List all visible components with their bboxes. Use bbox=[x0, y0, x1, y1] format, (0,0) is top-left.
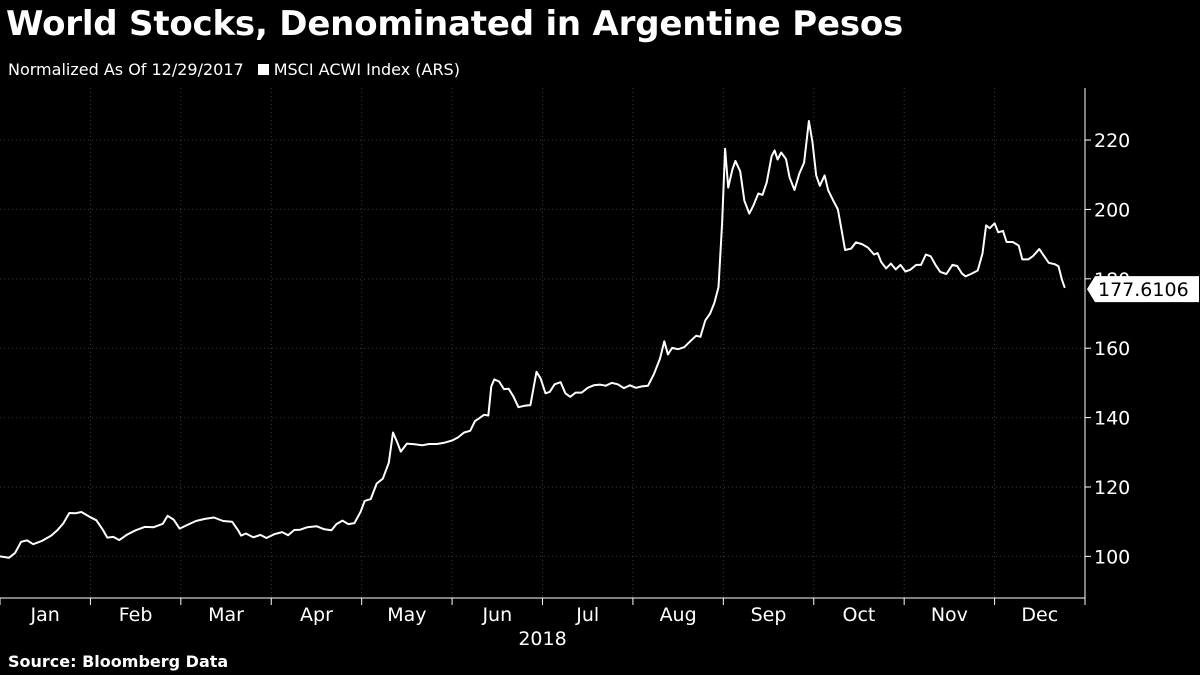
series-layer bbox=[0, 120, 1066, 559]
chart-subtitle: Normalized As Of 12/29/2017 bbox=[8, 60, 244, 79]
x-tick-label-feb: Feb bbox=[119, 604, 153, 626]
x-tick-label-may: May bbox=[387, 604, 426, 626]
subtitle-row: Normalized As Of 12/29/2017 MSCI ACWI In… bbox=[8, 60, 460, 79]
grid bbox=[0, 88, 1085, 598]
y-tick-label: 140 bbox=[1094, 408, 1130, 430]
x-tick-label-jun: Jun bbox=[481, 604, 512, 626]
axes bbox=[0, 88, 1091, 605]
chart-title: World Stocks, Denominated in Argentine P… bbox=[6, 4, 904, 44]
x-tick-label-nov: Nov bbox=[931, 604, 968, 626]
last-value-box bbox=[1087, 276, 1199, 303]
x-tick-label-apr: Apr bbox=[300, 604, 333, 626]
y-tick-label: 100 bbox=[1094, 546, 1130, 568]
x-tick-label-dec: Dec bbox=[1021, 604, 1058, 626]
x-tick-label-aug: Aug bbox=[660, 604, 697, 626]
series-line-msci-acwi bbox=[0, 120, 1066, 559]
x-tick-label-jan: Jan bbox=[30, 604, 60, 626]
y-tick-label: 160 bbox=[1094, 338, 1130, 360]
x-tick-label-mar: Mar bbox=[208, 604, 244, 626]
x-axis-year-label: 2018 bbox=[518, 628, 566, 650]
y-tick-label: 120 bbox=[1094, 477, 1130, 499]
legend-label: MSCI ACWI Index (ARS) bbox=[273, 60, 460, 79]
x-tick-label-sep: Sep bbox=[751, 604, 787, 626]
legend-swatch bbox=[257, 64, 269, 75]
last-value-callout: 177.6106 bbox=[1087, 276, 1199, 303]
y-tick-label: 200 bbox=[1094, 199, 1130, 221]
x-tick-label-oct: Oct bbox=[843, 604, 876, 626]
y-tick-label: 220 bbox=[1094, 130, 1130, 152]
last-value-label: 177.6106 bbox=[1098, 279, 1189, 301]
tick-labels: 100120140160180200220JanFebMarAprMayJunJ… bbox=[30, 130, 1131, 650]
source-note: Source: Bloomberg Data bbox=[8, 652, 229, 671]
x-tick-label-jul: Jul bbox=[575, 604, 599, 626]
